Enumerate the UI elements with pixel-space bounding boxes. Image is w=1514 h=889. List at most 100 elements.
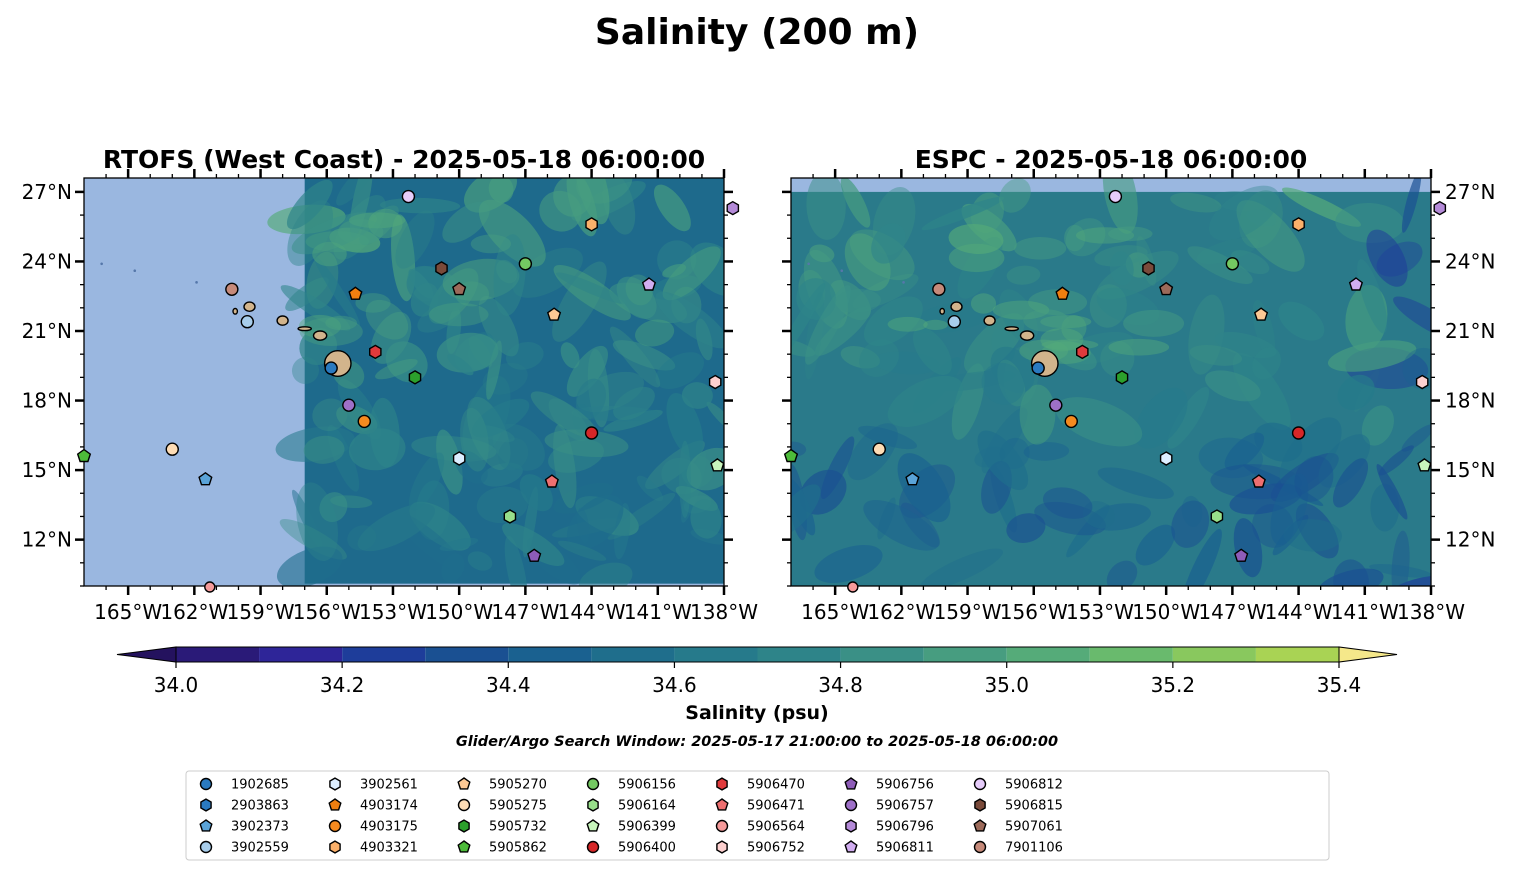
x-tick-label: 147°W (491, 600, 559, 624)
float-marker-3902561 (1159, 451, 1173, 466)
legend-item-5906757: 5906757 (844, 799, 934, 814)
colorbar-tick-label: 35.4 (1317, 673, 1362, 697)
legend-label: 3902561 (360, 778, 418, 793)
x-tick-label: 153°W (359, 600, 427, 624)
island-kauai (243, 301, 256, 313)
x-tick-label: 138°W (690, 600, 758, 624)
float-marker-5906471 (1251, 474, 1266, 488)
islet (807, 262, 810, 266)
legend-frame (185, 770, 1330, 861)
legend-marker-5905270 (457, 777, 471, 790)
y-tick-label: 12°N (22, 528, 72, 552)
float-marker-3902373 (198, 471, 213, 486)
legend-label: 5906164 (618, 799, 676, 814)
legend-item-5905275: 5905275 (457, 799, 547, 814)
figure-title: Salinity (200 m) (595, 12, 919, 53)
float-marker-edge (847, 581, 859, 593)
legend-label: 5905275 (489, 799, 547, 814)
legend-item-3902561: 3902561 (329, 777, 418, 793)
legend-item-5906156: 5906156 (586, 777, 676, 793)
legend-label: 5906471 (747, 799, 805, 814)
colorbar-segment (591, 647, 675, 662)
map-frame (83, 177, 725, 587)
float-marker-5905275 (872, 442, 886, 456)
float-marker-4903321 (1292, 217, 1305, 232)
island-niihau (939, 307, 946, 315)
float-marker-5906470 (369, 344, 382, 360)
y-tick-label: 15°N (22, 458, 72, 482)
salinity-field (267, 178, 724, 586)
legend-label: 5906400 (618, 841, 676, 856)
float-marker-5905862 (76, 448, 92, 463)
legend-item-7901106: 7901106 (973, 841, 1063, 856)
legend-item-5906756: 5906756 (844, 777, 934, 793)
y-tick-label: 18°N (1445, 389, 1495, 413)
float-marker-5905732 (408, 370, 422, 385)
colorbar-tick-label: 34.8 (818, 673, 863, 697)
colorbar-segment (674, 647, 758, 662)
legend-label: 4903321 (360, 841, 418, 856)
float-marker-5906156 (1225, 257, 1240, 271)
islet (840, 269, 844, 273)
float-marker-5906796 (1433, 200, 1447, 216)
legend-item-4903174: 4903174 (328, 798, 418, 814)
legend-label: 2903863 (231, 799, 289, 814)
x-tick-label: 141°W (1331, 600, 1399, 624)
colorbar-tick-label: 35.0 (984, 673, 1029, 697)
float-marker-1902685 (324, 361, 338, 375)
colorbar-segment (1255, 647, 1339, 662)
y-tick-label: 15°N (1445, 458, 1495, 482)
legend-label: 4903174 (360, 799, 418, 814)
legend-item-5906564: 5906564 (715, 820, 805, 835)
legend-label: 5906757 (876, 799, 934, 814)
y-tick-label: 18°N (22, 389, 72, 413)
colorbar-segment (923, 647, 1007, 662)
legend-label: 4903175 (360, 820, 418, 835)
x-tick-label: 147°W (1198, 600, 1266, 624)
legend-marker-1902685 (199, 777, 213, 791)
legend-item-5906470: 5906470 (716, 777, 805, 793)
legend-item-5906399: 5906399 (586, 819, 676, 835)
legend-marker-5906471 (715, 798, 729, 811)
float-marker-1902685 (1031, 361, 1045, 375)
float-marker-5906811 (1348, 277, 1364, 291)
x-tick-label: 165°W (801, 600, 869, 624)
float-marker-5907061 (1159, 281, 1174, 296)
float-marker-5906815 (435, 261, 448, 276)
search-window-note: Glider/Argo Search Window: 2025-05-17 21… (456, 734, 1058, 750)
float-marker-5906756 (527, 548, 542, 562)
colorbar-tick-label: 35.2 (1151, 673, 1196, 697)
float-marker-5905270 (546, 307, 562, 321)
x-tick-label: 156°W (1000, 600, 1068, 624)
map-area (84, 178, 724, 586)
colorbar-tick-label: 34.4 (486, 673, 531, 697)
x-tick-label: 150°W (1132, 600, 1200, 624)
legend-marker-5906156 (586, 777, 600, 791)
colorbar-label: Salinity (psu) (685, 702, 828, 724)
islet (100, 262, 103, 266)
legend-label: 5905270 (489, 778, 547, 793)
legend-item-5906796: 5906796 (845, 819, 934, 835)
y-tick-label: 27°N (22, 180, 72, 204)
float-marker-5906815 (1142, 261, 1155, 276)
legend-label: 7901106 (1005, 841, 1063, 856)
float-marker-5906164 (1210, 509, 1224, 524)
legend-label: 5905862 (489, 841, 547, 856)
island-oahu (276, 315, 289, 326)
legend-marker-5906399 (586, 819, 600, 832)
colorbar-segment (508, 647, 592, 662)
legend-marker-3902561 (329, 777, 341, 791)
colorbar-tick-label: 34.2 (320, 673, 365, 697)
float-marker-4903174 (348, 286, 363, 300)
float-marker-5905275 (165, 442, 179, 456)
colorbar-segment (840, 647, 924, 662)
legend-marker-5906756 (844, 777, 858, 790)
x-tick-label: 153°W (1066, 600, 1134, 624)
x-tick-label: 159°W (934, 600, 1002, 624)
legend-item-5905732: 5905732 (458, 819, 547, 835)
legend-label: 5906815 (1005, 799, 1063, 814)
legend-label: 5906752 (747, 841, 805, 856)
legend-marker-4903321 (329, 840, 341, 854)
float-marker-5905270 (1253, 307, 1269, 321)
